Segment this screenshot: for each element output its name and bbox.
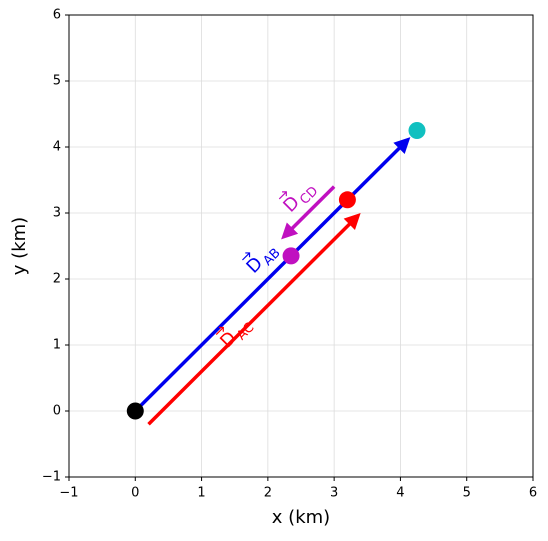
- y-tick-label: −1: [42, 470, 61, 485]
- point: [282, 247, 300, 265]
- x-tick-label: 5: [463, 486, 471, 501]
- y-tick-label: 3: [53, 206, 61, 221]
- arrow-head: [281, 222, 299, 240]
- x-tick-label: 6: [529, 486, 537, 501]
- x-tick-label: 2: [264, 486, 272, 501]
- vector-arrow: [215, 326, 224, 335]
- x-tick-label: 4: [396, 486, 404, 501]
- arrow-head: [343, 213, 361, 230]
- y-axis-label: y (km): [9, 217, 30, 275]
- arrow-label: DAC: [215, 320, 257, 352]
- point: [126, 402, 144, 420]
- y-tick-label: 1: [53, 338, 61, 353]
- y-tick-label: 4: [53, 140, 61, 155]
- point: [408, 122, 426, 139]
- arrow-head: [393, 137, 411, 155]
- vector-arrow: [278, 191, 287, 200]
- arrow-label: DAB: [242, 246, 284, 278]
- x-axis-label: x (km): [272, 507, 330, 528]
- arrow-shaft: [147, 221, 352, 426]
- y-tick-label: 5: [53, 74, 61, 89]
- point: [338, 191, 356, 209]
- x-tick-label: 1: [197, 486, 205, 501]
- plot-frame: [68, 14, 534, 478]
- arrow-label: DCD: [278, 184, 321, 217]
- vector-arrow: [242, 252, 251, 261]
- x-tick-label: −1: [59, 486, 78, 501]
- y-tick-label: 6: [53, 8, 61, 23]
- x-tick-label: 3: [330, 486, 338, 501]
- arrow-shaft: [134, 145, 402, 413]
- arrow-shaft: [289, 185, 336, 231]
- x-tick-label: 0: [131, 486, 139, 501]
- y-tick-label: 0: [53, 404, 61, 419]
- y-tick-label: 2: [53, 272, 61, 287]
